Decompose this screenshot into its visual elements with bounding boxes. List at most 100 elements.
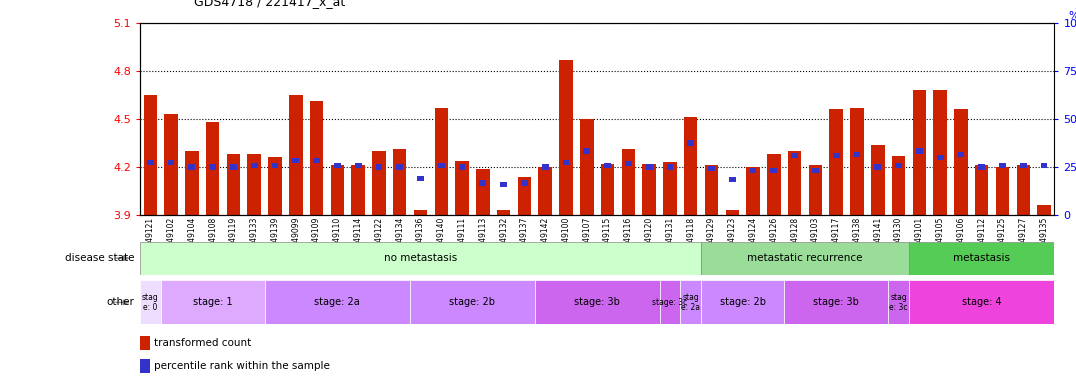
Bar [937,155,944,160]
Bar [330,166,344,215]
Text: stage: 4: stage: 4 [962,297,1002,308]
Bar [1000,163,1006,168]
Text: stag
e: 3c: stag e: 3c [890,293,908,312]
Bar [140,359,151,373]
Text: GDS4718 / 221417_x_at: GDS4718 / 221417_x_at [194,0,345,8]
Text: disease state: disease state [65,253,134,263]
Bar [666,164,674,170]
Bar [642,164,656,215]
Bar [958,152,964,157]
Bar [1020,163,1027,168]
Text: stage: 2a: stage: 2a [314,297,360,308]
Bar [791,153,798,159]
Bar [646,164,652,170]
Bar [230,164,237,170]
Bar [812,168,819,173]
Bar [750,168,756,173]
Bar [458,164,466,170]
Bar [265,280,410,324]
Bar [1017,166,1030,215]
Bar [728,177,736,182]
Bar [227,154,240,215]
Bar [909,280,1054,324]
Bar [310,101,323,215]
Bar [497,210,510,215]
Bar [251,163,257,168]
Bar [784,280,888,324]
Bar [396,164,404,170]
Bar [995,167,1009,215]
Bar [830,109,843,215]
Bar [535,280,660,324]
Text: stage: 2b: stage: 2b [450,297,495,308]
Bar [895,163,902,168]
Text: stage: 3c: stage: 3c [652,298,688,307]
Bar [583,149,590,154]
Bar [605,163,611,168]
Bar [708,166,714,171]
Bar [410,280,535,324]
Bar [393,149,407,215]
Bar [909,242,1054,275]
Bar [209,164,216,170]
Text: stage: 3b: stage: 3b [575,297,620,308]
Bar [435,108,448,215]
Bar [289,95,302,215]
Bar [500,182,507,187]
Bar [875,164,881,170]
Bar [788,151,802,215]
Bar [625,161,632,166]
Bar [747,167,760,215]
Bar [352,166,365,215]
Bar [188,164,195,170]
Text: transformed count: transformed count [154,338,251,348]
Bar [933,90,947,215]
Text: other: other [107,297,134,308]
Bar [978,164,986,170]
Bar [702,280,784,324]
Bar [853,152,861,157]
Bar [622,149,635,215]
Bar [833,153,839,159]
Bar [247,154,261,215]
Bar [888,280,909,324]
Bar [688,141,694,146]
Bar [455,161,469,215]
Bar [725,210,739,215]
Bar [912,90,926,215]
Bar [563,160,569,165]
Text: stag
e: 2a: stag e: 2a [681,293,700,312]
Bar [702,242,909,275]
Bar [560,60,572,215]
Text: no metastasis: no metastasis [384,253,457,263]
Text: stage: 2b: stage: 2b [720,297,766,308]
Bar [268,157,282,215]
Bar [271,163,279,168]
Bar [168,160,174,165]
Bar [140,336,151,350]
Bar [480,180,486,185]
Bar [850,108,864,215]
Bar [414,210,427,215]
Bar [438,163,444,168]
Text: %: % [1068,11,1076,21]
Bar [916,149,923,154]
Bar [376,164,382,170]
Bar [147,160,154,165]
Bar [140,280,160,324]
Text: percentile rank within the sample: percentile rank within the sample [154,361,329,371]
Bar [660,280,680,324]
Bar [185,151,199,215]
Bar [521,180,528,185]
Bar [417,175,424,181]
Text: metastatic recurrence: metastatic recurrence [748,253,863,263]
Bar [313,158,320,163]
Bar [663,162,677,215]
Bar [767,154,780,215]
Bar [160,280,265,324]
Bar [293,158,299,163]
Bar [542,164,549,170]
Bar [872,145,884,215]
Bar [140,242,702,275]
Bar [680,280,702,324]
